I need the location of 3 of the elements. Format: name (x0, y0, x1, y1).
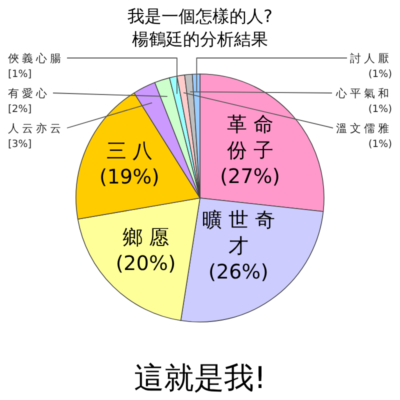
annotation: 這就是我! (134, 361, 266, 396)
subtitle: 楊鶴廷的分析結果 (132, 30, 268, 50)
title: 我是一個怎樣的人? (127, 7, 273, 27)
